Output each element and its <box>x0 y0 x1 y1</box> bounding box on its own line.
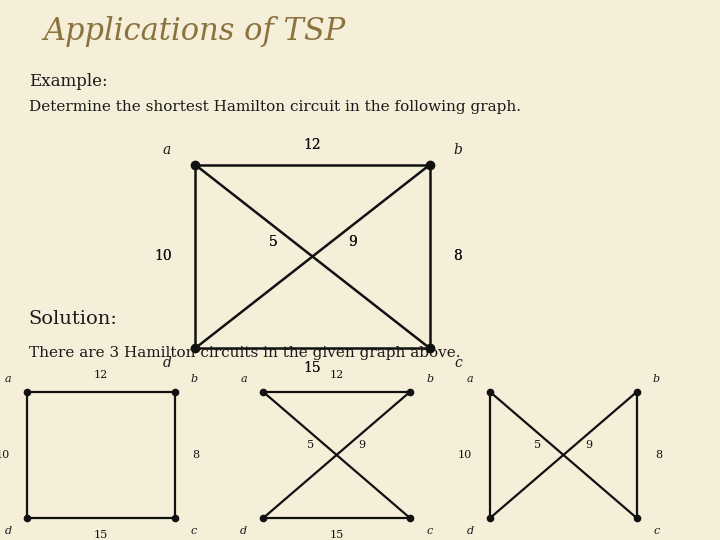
Text: 10: 10 <box>154 249 171 264</box>
Text: 5: 5 <box>269 235 277 249</box>
Text: 10: 10 <box>458 450 472 460</box>
Text: 10: 10 <box>0 450 9 460</box>
Text: d: d <box>240 526 247 536</box>
Text: Applications of TSP: Applications of TSP <box>43 16 346 47</box>
Text: 15: 15 <box>330 530 343 540</box>
Text: 15: 15 <box>304 361 321 375</box>
Text: c: c <box>191 526 197 536</box>
Text: 9: 9 <box>348 235 356 249</box>
Text: 5: 5 <box>307 440 315 450</box>
Text: 15: 15 <box>94 530 108 540</box>
Text: a: a <box>240 374 247 384</box>
Text: 8: 8 <box>454 249 462 264</box>
Text: 5: 5 <box>534 440 541 450</box>
Text: Determine the shortest Hamilton circuit in the following graph.: Determine the shortest Hamilton circuit … <box>29 100 521 114</box>
Text: There are 3 Hamilton circuits in the given graph above.: There are 3 Hamilton circuits in the giv… <box>29 346 460 360</box>
Text: d: d <box>4 526 12 536</box>
Text: a: a <box>163 143 171 157</box>
Text: 9: 9 <box>585 440 593 450</box>
Text: b: b <box>191 374 198 384</box>
Text: 8: 8 <box>193 450 199 460</box>
Text: 8: 8 <box>655 450 662 460</box>
Text: 9: 9 <box>359 440 366 450</box>
Text: b: b <box>426 374 433 384</box>
Text: 9: 9 <box>348 235 356 249</box>
Text: a: a <box>5 374 12 384</box>
Text: 12: 12 <box>304 138 321 152</box>
Text: b: b <box>653 374 660 384</box>
Text: 12: 12 <box>304 138 321 152</box>
Text: 8: 8 <box>454 249 462 264</box>
Text: c: c <box>426 526 433 536</box>
Text: d: d <box>467 526 474 536</box>
Text: a: a <box>467 374 474 384</box>
Text: b: b <box>454 143 462 157</box>
Text: 15: 15 <box>304 361 321 375</box>
Text: c: c <box>454 356 462 370</box>
Text: 5: 5 <box>269 235 277 249</box>
Text: 12: 12 <box>330 370 343 380</box>
Text: Example:: Example: <box>29 73 107 90</box>
Text: d: d <box>163 356 171 370</box>
Text: 10: 10 <box>154 249 171 264</box>
Text: c: c <box>653 526 660 536</box>
Text: Solution:: Solution: <box>29 310 117 328</box>
Text: 12: 12 <box>94 370 108 380</box>
